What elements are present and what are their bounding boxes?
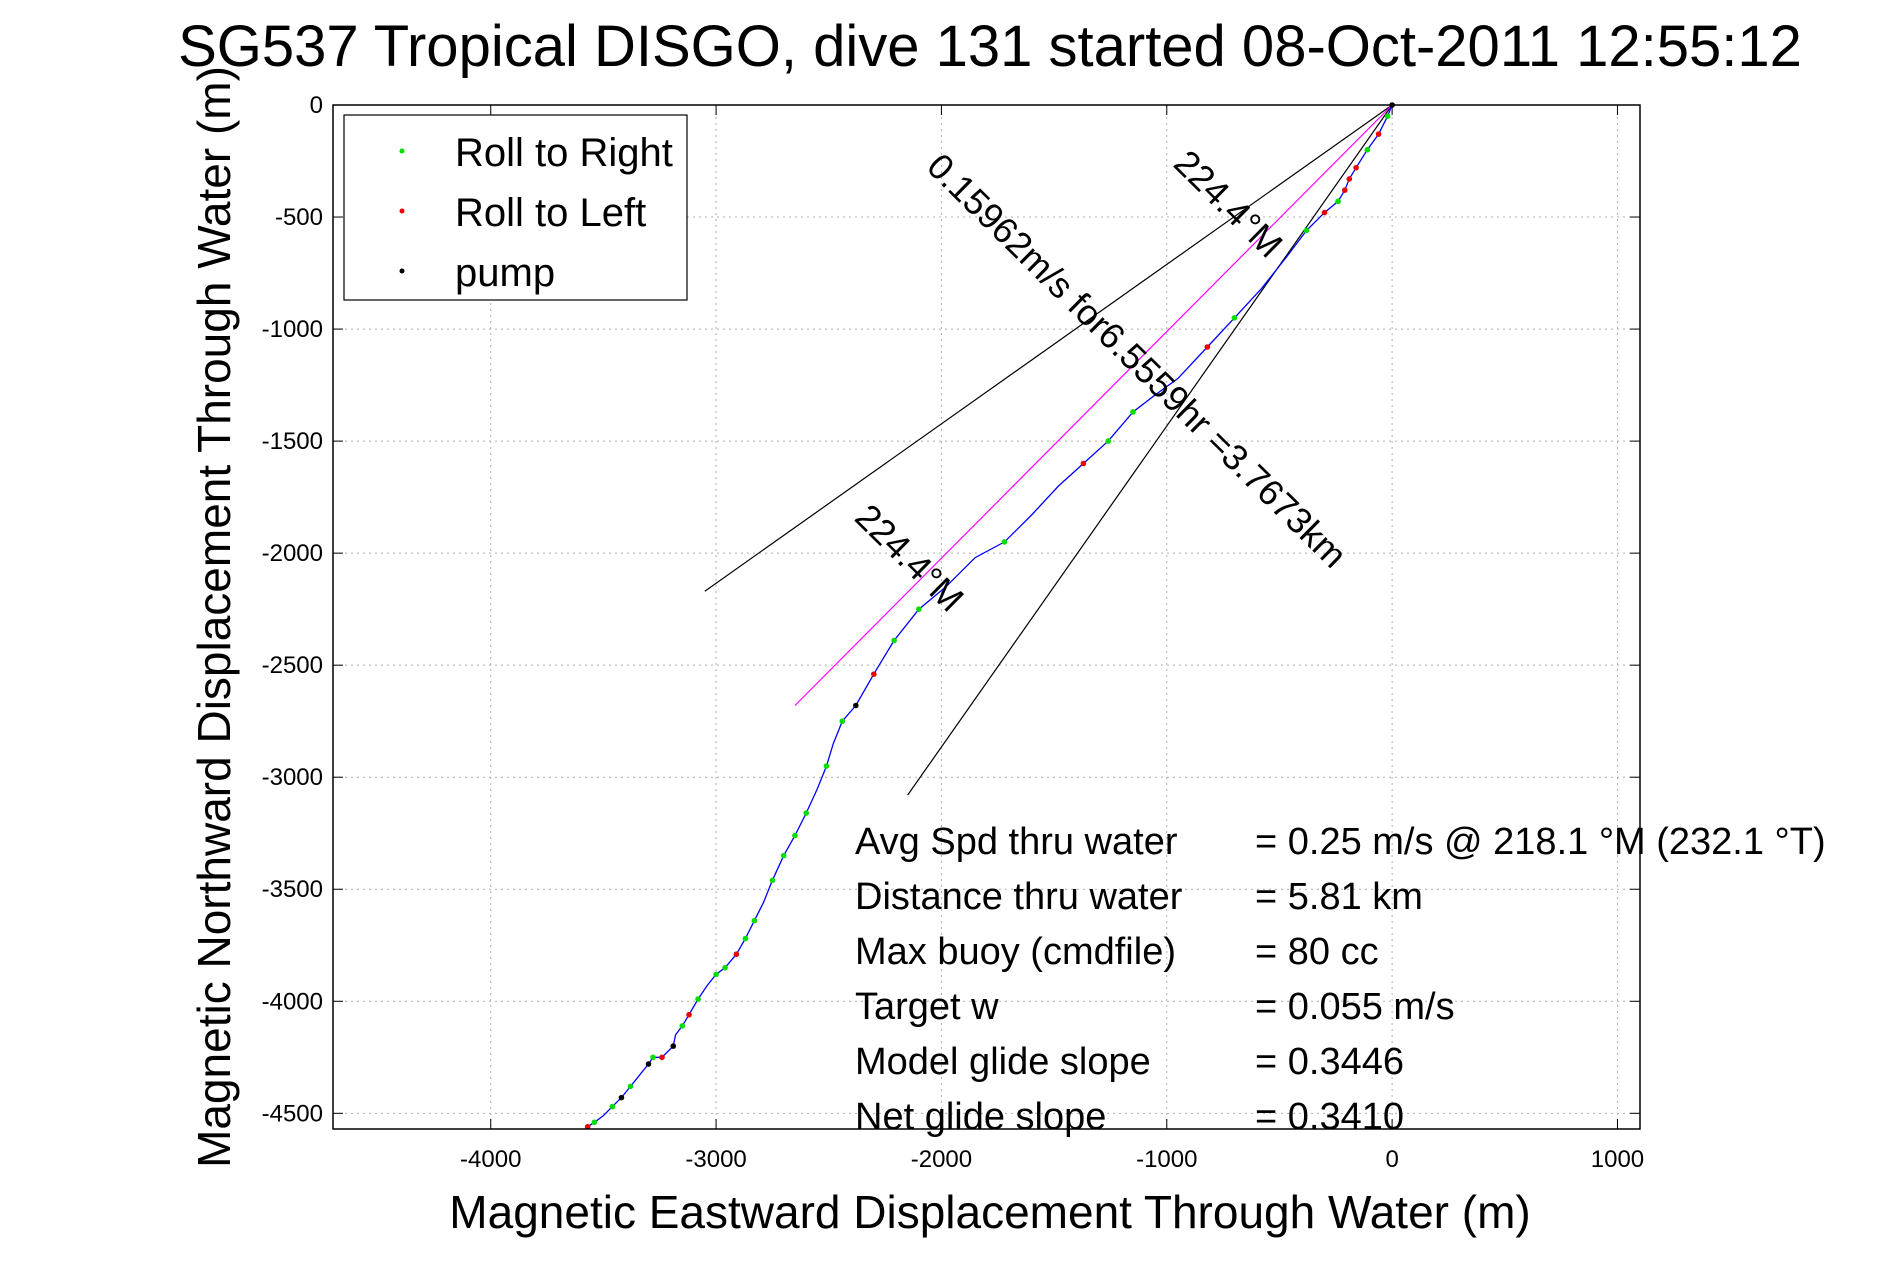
y-tick-label: -1500 bbox=[262, 428, 323, 455]
x-axis-label: Magnetic Eastward Displacement Through W… bbox=[449, 1186, 1530, 1238]
chart-title: SG537 Tropical DISGO, dive 131 started 0… bbox=[178, 14, 1802, 79]
roll-right-point bbox=[1105, 438, 1111, 444]
roll-right-point bbox=[722, 964, 728, 971]
roll-right-point bbox=[780, 852, 787, 859]
stat-label: Net glide slope bbox=[855, 1096, 1106, 1138]
roll-left-point bbox=[1341, 187, 1348, 193]
roll-right-point bbox=[769, 877, 776, 884]
pump-point bbox=[670, 1043, 677, 1049]
reference-line bbox=[704, 104, 1393, 592]
x-tick-label: -1000 bbox=[1136, 1146, 1197, 1173]
y-tick-label: -1000 bbox=[262, 316, 323, 343]
reference-line bbox=[794, 104, 1393, 706]
y-tick-label: -3000 bbox=[262, 764, 323, 791]
roll-right-point bbox=[751, 917, 758, 924]
x-ticks: -4000 -3000 -2000 -1000 0 1000 bbox=[460, 105, 1644, 1173]
roll-right-point bbox=[713, 971, 719, 978]
roll-right-point bbox=[609, 1103, 616, 1110]
stat-value: = 0.25 m/s @ 218.1 °M (232.1 °T) bbox=[1255, 821, 1826, 863]
pump-point bbox=[645, 1061, 652, 1067]
roll-right-point bbox=[650, 1054, 656, 1061]
y-ticks: 0 -500 -1000 -1500 -2000 -2500 -3000 -3500 -4000… bbox=[262, 92, 1640, 1127]
legend-label: Roll to Left bbox=[455, 191, 646, 235]
reference-line bbox=[907, 104, 1393, 796]
track-line bbox=[587, 104, 1393, 1128]
roll-right-point bbox=[803, 810, 810, 816]
roll-right-point bbox=[1001, 539, 1008, 545]
roll-right-point bbox=[792, 832, 798, 839]
legend-label: Roll to Right bbox=[455, 131, 673, 175]
roll-left-point bbox=[733, 951, 740, 958]
x-tick-label: -4000 bbox=[460, 1146, 521, 1173]
x-tick-label: 1000 bbox=[1591, 1146, 1644, 1173]
x-tick-label: -3000 bbox=[685, 1146, 746, 1173]
stat-value: = 5.81 km bbox=[1255, 876, 1423, 918]
stat-value: = 0.3446 bbox=[1255, 1041, 1404, 1083]
roll-left-point bbox=[1375, 131, 1382, 137]
y-tick-label: -500 bbox=[275, 204, 323, 231]
legend: Roll to Right Roll to Left pump bbox=[343, 114, 688, 301]
roll-right-point bbox=[742, 935, 749, 942]
roll-right-point bbox=[891, 637, 897, 644]
roll-right-point bbox=[679, 1023, 686, 1029]
roll-left-point bbox=[871, 671, 877, 677]
legend-marker bbox=[399, 268, 405, 274]
reference-lines bbox=[704, 104, 1393, 796]
plot-frame bbox=[332, 104, 1641, 1130]
legend-label: pump bbox=[455, 251, 555, 295]
stats-block: Avg Spd thru water = 0.25 m/s @ 218.1 °M … bbox=[855, 821, 1826, 1138]
roll-right-point bbox=[1130, 409, 1136, 415]
roll-left-point bbox=[1080, 460, 1087, 467]
pump-point bbox=[618, 1094, 625, 1101]
y-tick-label: -4500 bbox=[262, 1100, 323, 1127]
roll-left-point bbox=[1321, 209, 1328, 216]
roll-left-point bbox=[659, 1054, 665, 1061]
pump-point bbox=[853, 702, 859, 709]
stat-label: Distance thru water bbox=[855, 876, 1183, 918]
roll-left-point bbox=[686, 1011, 692, 1018]
roll-right-point bbox=[823, 763, 830, 769]
stat-value: = 0.3410 bbox=[1255, 1096, 1404, 1138]
x-tick-label: -2000 bbox=[911, 1146, 972, 1173]
roll-right-point bbox=[1364, 147, 1371, 153]
roll-right-point bbox=[1335, 198, 1341, 205]
stat-label: Avg Spd thru water bbox=[855, 821, 1178, 863]
legend-marker bbox=[399, 208, 405, 214]
roll-right-point bbox=[591, 1119, 598, 1126]
roll-right-point bbox=[1231, 315, 1238, 321]
roll-left-point bbox=[1353, 164, 1359, 171]
legend-marker bbox=[399, 148, 405, 154]
y-tick-label: -4000 bbox=[262, 988, 323, 1015]
roll-left-point bbox=[1204, 344, 1211, 350]
roll-right-point bbox=[839, 718, 846, 724]
y-tick-label: -2000 bbox=[262, 540, 323, 567]
stat-label: Model glide slope bbox=[855, 1041, 1151, 1083]
roll-right-point bbox=[1384, 113, 1391, 120]
stat-value: = 80 cc bbox=[1255, 931, 1379, 973]
y-tick-label: -2500 bbox=[262, 652, 323, 679]
y-tick-label: -3500 bbox=[262, 876, 323, 903]
stat-label: Max buoy (cmdfile) bbox=[855, 931, 1176, 973]
stat-label: Target w bbox=[855, 986, 999, 1028]
roll-left-point bbox=[584, 1123, 591, 1130]
roll-right-point bbox=[1303, 227, 1310, 234]
x-tick-label: 0 bbox=[1385, 1146, 1398, 1173]
roll-left-point bbox=[1346, 176, 1353, 182]
track-layer bbox=[587, 104, 1393, 1128]
y-tick-label: 0 bbox=[310, 92, 323, 119]
roll-right-point bbox=[695, 996, 701, 1002]
y-axis-label: Magnetic Northward Displacement Through … bbox=[188, 66, 240, 1168]
markers bbox=[584, 102, 1395, 1130]
legend-entries: Roll to Right Roll to Left pump bbox=[399, 131, 673, 295]
stat-value: = 0.055 m/s bbox=[1255, 986, 1455, 1028]
roll-right-point bbox=[627, 1083, 634, 1090]
roll-right-point bbox=[916, 606, 922, 612]
